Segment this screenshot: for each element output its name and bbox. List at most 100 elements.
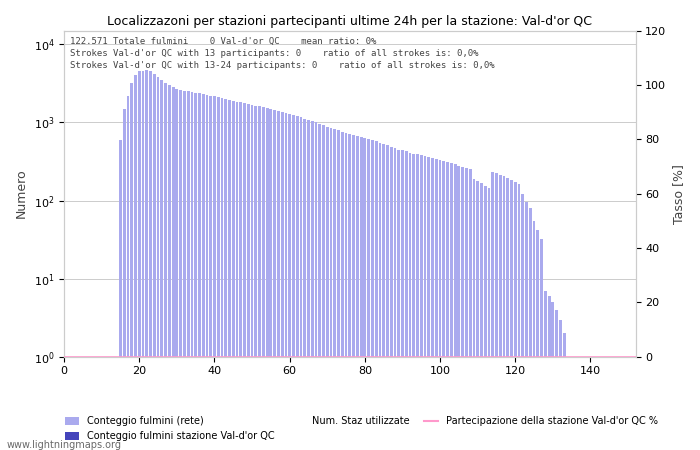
Bar [247,104,250,450]
Bar [157,77,160,450]
Bar [401,150,404,450]
Bar [585,357,588,450]
Bar [536,230,539,450]
Bar [258,107,261,450]
Text: 122.571 Totale fulmini    0 Val-d'or QC    mean ratio: 0%
Strokes Val-d'or QC wi: 122.571 Totale fulmini 0 Val-d'or QC mea… [70,37,494,70]
Bar [141,71,144,450]
Bar [540,239,543,450]
Bar [349,134,351,450]
Bar [412,153,415,450]
Bar [405,151,407,450]
Bar [514,181,517,450]
Bar [296,116,299,450]
Bar [176,89,178,450]
Bar [435,159,438,450]
Bar [213,96,216,450]
Bar [307,120,310,450]
Bar [431,158,434,450]
Y-axis label: Tasso [%]: Tasso [%] [672,164,685,224]
Bar [149,72,152,450]
Bar [138,72,141,450]
Bar [382,144,385,450]
Bar [119,140,122,450]
Bar [318,124,321,450]
Bar [168,85,171,450]
Bar [130,83,133,450]
Bar [593,357,596,450]
Bar [484,186,486,450]
Bar [198,94,201,450]
Bar [243,103,246,450]
Bar [517,184,520,450]
Bar [522,194,524,450]
Bar [469,170,472,450]
Bar [206,95,209,450]
Bar [127,96,130,450]
Bar [552,302,554,450]
Bar [341,132,344,450]
Bar [506,178,509,450]
Bar [236,102,239,450]
Bar [333,129,336,450]
Bar [314,122,317,450]
Bar [393,148,396,450]
Bar [146,70,148,450]
Bar [134,76,137,450]
Bar [398,149,400,450]
Bar [273,110,276,450]
Bar [487,188,491,450]
Bar [510,180,513,450]
Bar [458,166,461,450]
Bar [499,175,502,450]
Bar [368,139,370,450]
Bar [420,155,423,450]
Bar [300,117,302,450]
Bar [337,130,340,450]
Bar [277,111,280,450]
Bar [379,143,382,450]
Bar [251,105,253,450]
Bar [578,357,580,450]
Bar [202,94,204,450]
Bar [439,160,442,450]
Bar [473,179,475,450]
Bar [371,140,374,450]
Bar [228,100,231,450]
Bar [555,310,558,450]
Bar [288,114,291,450]
Bar [172,87,174,450]
Bar [344,133,347,450]
Title: Localizzazoni per stazioni partecipanti ultime 24h per la stazione: Val-d'or QC: Localizzazoni per stazioni partecipanti … [107,15,592,28]
Bar [195,93,197,450]
Bar [582,357,584,450]
Bar [503,176,505,450]
Bar [442,161,445,450]
Bar [390,147,393,450]
Bar [428,157,430,450]
Bar [363,138,366,450]
Bar [529,208,532,450]
Bar [491,171,494,450]
Bar [480,183,483,450]
Bar [601,357,603,450]
Bar [424,156,426,450]
Bar [352,135,355,450]
Bar [409,153,412,450]
Bar [619,357,622,450]
Bar [217,97,220,450]
Bar [386,145,389,450]
Bar [596,357,599,450]
Bar [570,357,573,450]
Y-axis label: Numero: Numero [15,169,28,219]
Bar [225,99,228,450]
Bar [563,333,566,450]
Bar [461,167,464,450]
Bar [326,127,329,450]
Bar [566,357,569,450]
Bar [303,119,306,450]
Bar [330,128,332,450]
Bar [254,106,258,450]
Bar [281,112,284,450]
Bar [374,141,377,450]
Bar [454,164,456,450]
